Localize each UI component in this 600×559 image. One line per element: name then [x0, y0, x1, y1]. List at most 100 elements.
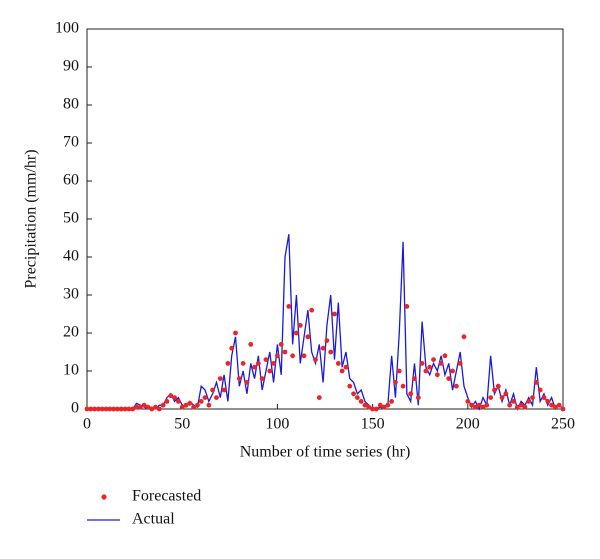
y-tick-label: 50 — [63, 210, 79, 227]
forecast-point — [335, 361, 341, 366]
x-tick-label: 250 — [551, 416, 575, 433]
forecast-point — [453, 383, 459, 389]
forecast-point — [354, 395, 360, 400]
forecast-point — [160, 402, 166, 408]
forecast-point — [221, 387, 227, 393]
forecast-point — [92, 406, 98, 412]
forecast-point — [84, 406, 90, 412]
forecast-point — [153, 404, 158, 410]
forecast-point — [290, 353, 296, 359]
forecast-point — [183, 402, 189, 408]
forecast-point — [263, 357, 269, 362]
forecast-point — [175, 399, 181, 404]
forecast-point — [225, 361, 231, 366]
forecast-point — [282, 349, 288, 355]
forecast-point — [404, 304, 410, 309]
y-tick-label: 80 — [63, 96, 79, 113]
x-tick-label: 50 — [174, 416, 190, 433]
forecast-point — [210, 387, 216, 393]
forecast-point — [286, 304, 292, 309]
y-tick-label: 0 — [71, 400, 79, 417]
x-axis-label: Number of time series (hr) — [240, 444, 411, 461]
forecast-point — [370, 406, 375, 412]
forecast-point — [495, 383, 501, 389]
forecast-point — [309, 307, 315, 313]
forecast-point — [156, 406, 162, 412]
forecast-point — [556, 402, 562, 408]
y-tick-label: 10 — [63, 362, 79, 379]
forecast-point — [198, 399, 204, 404]
forecast-point — [351, 391, 356, 397]
legend-label: Actual — [132, 511, 175, 528]
forecast-point — [503, 391, 509, 397]
legend-label: Forecasted — [132, 488, 201, 505]
y-tick-label: 90 — [63, 58, 79, 75]
forecast-point — [297, 323, 303, 328]
y-tick-label: 60 — [63, 172, 79, 189]
forecast-point — [473, 404, 478, 410]
forecast-point — [316, 395, 322, 400]
forecast-point — [514, 404, 520, 410]
forecast-point — [552, 404, 558, 410]
forecast-point — [339, 368, 345, 374]
forecast-point — [195, 402, 200, 408]
forecast-point — [118, 406, 124, 412]
forecast-point — [179, 404, 185, 410]
forecast-point — [480, 404, 486, 410]
forecast-point — [305, 334, 311, 340]
forecast-point — [134, 404, 139, 410]
forecast-point — [343, 364, 349, 370]
forecast-point — [164, 399, 170, 404]
forecast-point — [313, 357, 318, 362]
forecast-point — [206, 402, 212, 408]
forecast-point — [191, 404, 197, 410]
forecast-point — [320, 345, 326, 351]
forecast-point — [294, 330, 299, 336]
y-tick-label: 70 — [63, 134, 79, 151]
forecast-point — [137, 404, 143, 410]
forecast-point — [168, 393, 174, 399]
x-tick-label: 150 — [361, 416, 385, 433]
y-tick-label: 20 — [63, 324, 79, 341]
forecast-point — [377, 402, 383, 408]
forecast-point — [438, 361, 444, 366]
forecast-point — [537, 387, 543, 393]
forecast-point — [476, 402, 482, 408]
forecast-point — [442, 353, 448, 359]
x-tick-label: 200 — [456, 416, 480, 433]
forecast-point — [115, 406, 120, 412]
forecast-point — [141, 402, 147, 408]
forecast-point — [499, 395, 505, 400]
forecast-point — [492, 387, 497, 393]
forecast-point — [187, 400, 193, 406]
forecast-point — [240, 361, 246, 366]
forecast-point — [202, 395, 208, 400]
forecast-point — [214, 395, 219, 400]
forecast-point — [217, 376, 223, 381]
forecast-point — [393, 380, 398, 385]
forecast-point — [415, 395, 421, 400]
forecast-point — [252, 364, 257, 370]
forecast-point — [450, 368, 455, 374]
forecast-point — [457, 361, 463, 366]
forecast-point — [358, 399, 364, 404]
forecast-point — [530, 395, 535, 400]
forecast-point — [362, 402, 368, 408]
forecast-point — [423, 368, 429, 374]
forecast-point — [275, 353, 280, 359]
forecast-point — [374, 406, 379, 412]
forecast-point — [229, 345, 235, 351]
forecast-point — [88, 406, 94, 412]
forecast-point — [130, 406, 136, 412]
forecast-point — [560, 406, 566, 412]
forecast-point — [511, 399, 516, 404]
forecast-point — [278, 342, 284, 347]
forecast-point — [122, 406, 128, 412]
forecast-point — [541, 395, 547, 400]
forecast-point — [381, 404, 387, 410]
forecast-point — [400, 383, 406, 389]
forecast-point — [149, 406, 155, 412]
forecast-point — [412, 376, 417, 381]
forecast-point — [522, 404, 528, 410]
